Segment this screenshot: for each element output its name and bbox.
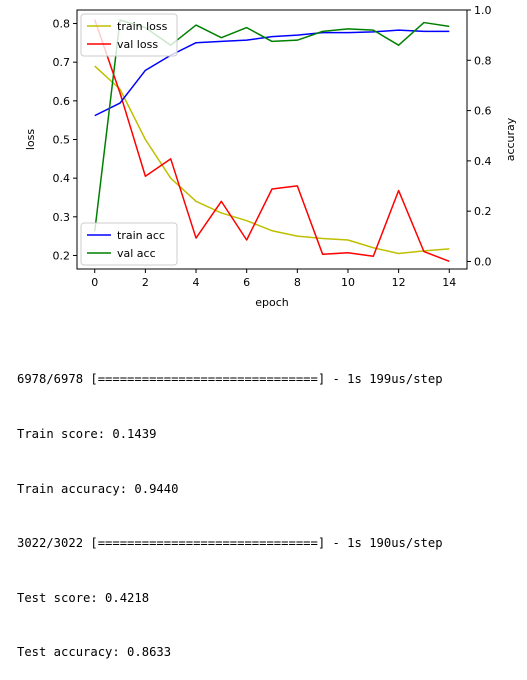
console-line: 3022/3022 [=============================…: [17, 536, 443, 551]
y-right-tick-label: 0.0: [474, 255, 492, 268]
legend-label-train-loss: train loss: [117, 20, 168, 33]
console-line: Train accuracy: 0.9440: [17, 481, 179, 496]
legends: train loss val loss train acc val acc: [80, 13, 178, 266]
console-line: Test score: 0.4218: [17, 590, 150, 605]
y-tick-label: 0.4: [53, 172, 71, 185]
x-tick-label: 0: [91, 276, 98, 289]
x-tick-label: 14: [442, 276, 456, 289]
y-right-tick-label: 0.6: [474, 105, 492, 118]
legend-label-val-acc: val acc: [117, 247, 156, 260]
x-tick-label: 2: [142, 276, 149, 289]
val-loss-line: [94, 19, 450, 262]
y-right-tick-label: 0.4: [474, 155, 492, 168]
x-tick-label: 12: [392, 276, 406, 289]
y-right-tick-label: 1.0: [474, 4, 492, 17]
y-tick-label: 0.3: [53, 211, 71, 224]
legend-frame: [80, 222, 178, 266]
x-tick-label: 8: [294, 276, 301, 289]
x-axis-label: epoch: [255, 296, 289, 309]
loss-accuracy-chart: 0 2 4 6 8 10 12 14 0.2 0.3 0.4 0.5 0.6 0.7 0.8 0.0 0.2 0.…: [24, 4, 517, 309]
series-lines: [93, 19, 450, 262]
console-line: Train score: 0.1439: [17, 427, 157, 441]
x-tick-label: 10: [341, 276, 355, 289]
console-output: 6978/6978 [=============================…: [17, 334, 443, 680]
console-line: Test accuracy: 0.8633: [17, 645, 172, 660]
legend-upper-left: train loss val loss: [80, 13, 178, 57]
y-right-tick-label: 0.2: [474, 205, 492, 218]
legend-lower-left: train acc val acc: [80, 222, 178, 266]
train-acc-line: [94, 29, 450, 117]
console-line: 6978/6978 [=============================…: [17, 372, 443, 387]
x-tick-label: 6: [243, 276, 250, 289]
axis-ticks: 0 2 4 6 8 10 12 14 0.2 0.3 0.4 0.5 0.6 0.7 0.8 0.0 0.2 0.…: [53, 4, 492, 289]
y-right-axis-label: accuray: [504, 117, 517, 161]
y-tick-label: 0.2: [53, 249, 71, 262]
train-loss-line: [94, 65, 450, 255]
legend-label-train-acc: train acc: [117, 229, 165, 242]
y-tick-label: 0.8: [53, 18, 71, 31]
x-tick-label: 4: [193, 276, 200, 289]
y-right-tick-label: 0.8: [474, 54, 492, 67]
y-tick-label: 0.7: [53, 56, 71, 69]
y-axis-label: loss: [24, 129, 37, 151]
y-tick-label: 0.6: [53, 95, 71, 108]
legend-frame: [80, 13, 178, 57]
legend-label-val-loss: val loss: [117, 38, 158, 51]
y-tick-label: 0.5: [53, 134, 71, 147]
